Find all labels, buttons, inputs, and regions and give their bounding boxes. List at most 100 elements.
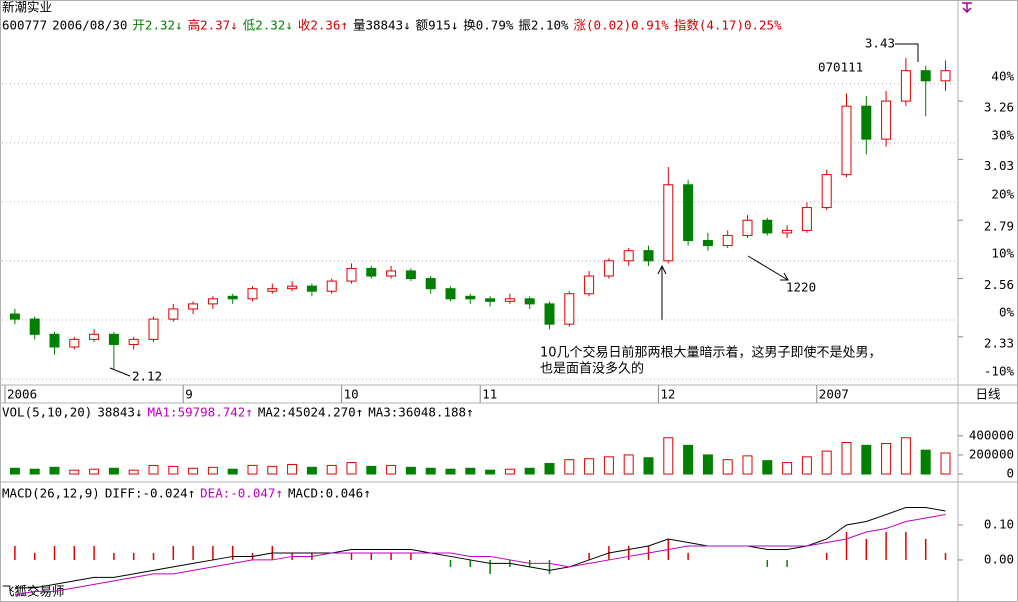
candle-body (386, 270, 397, 277)
y-tick-label: 3.26 (984, 100, 1014, 115)
y2-tick-label: 10% (991, 245, 1014, 260)
volume-bar (207, 466, 218, 475)
candle-body (900, 70, 911, 102)
candle-body (504, 298, 515, 302)
candle-body (306, 285, 317, 292)
candle-body (89, 333, 100, 340)
scroll-icon[interactable] (962, 2, 972, 14)
candle-body (841, 105, 852, 176)
volume-bar (603, 456, 614, 475)
y-tick-label: 3.03 (984, 158, 1014, 173)
legend-item: DEA:-0.047↑ (200, 486, 283, 501)
volume-bar (405, 466, 416, 475)
candle-body (821, 174, 832, 209)
candle-body (128, 338, 139, 345)
candle-body (465, 295, 476, 300)
volume-bar (188, 467, 199, 475)
candle-body (346, 267, 357, 282)
candle-body (801, 207, 812, 231)
legend-item: 开2.32↓ (132, 18, 182, 33)
candle-body (425, 278, 436, 290)
volume-bar (841, 442, 852, 475)
annotation: 也是面首没多久的 (540, 361, 644, 377)
candle-body (564, 293, 575, 325)
candle-body (524, 298, 535, 305)
volume-bar (900, 437, 911, 475)
legend-item: 振2.10% (518, 18, 569, 33)
volume-bar (623, 454, 634, 475)
y-tick-label: 2.79 (984, 219, 1014, 234)
candle-body (782, 229, 793, 234)
period-label: 日线 (975, 387, 1001, 402)
volume-bar (148, 464, 159, 475)
candle-body (366, 267, 377, 277)
legend-item: 量38843↓ (353, 18, 411, 33)
candle-body (207, 298, 218, 305)
legend-item: 2006/08/30 (52, 18, 127, 33)
y-tick-label: 2.33 (984, 335, 1014, 350)
candle-body (445, 288, 456, 300)
annotation-arrow (747, 255, 789, 281)
candle-body (49, 333, 60, 348)
legend-item: MA3:36048.188↑ (368, 405, 473, 420)
volume-bar (782, 462, 793, 475)
candle-body (168, 308, 179, 320)
candle-body (287, 285, 298, 290)
annotation: 3.43 (865, 36, 895, 51)
legend-item: MACD:0.046↑ (288, 486, 371, 501)
volume-bar (762, 460, 773, 475)
y-tick-label: 0.00 (984, 551, 1014, 566)
x-tick-label: 10 (344, 387, 359, 402)
candle-body (940, 70, 951, 82)
volume-bar (584, 458, 595, 475)
x-tick-label: 11 (482, 387, 497, 402)
candle-body (920, 70, 931, 82)
candle-body (247, 288, 258, 300)
volume-bar (29, 468, 40, 475)
candle-body (623, 250, 634, 262)
annotation: 1220 (786, 280, 816, 295)
legend-item: 收2.36↑ (298, 18, 348, 33)
candle-body (702, 240, 713, 247)
y-tick-label: 0 (1006, 466, 1014, 481)
volume-bar (425, 467, 436, 475)
y-tick-label: 2.56 (984, 277, 1014, 292)
y2-tick-label: -10% (984, 364, 1015, 379)
legend-item: VOL(5,10,20) (2, 405, 92, 420)
volume-bar (366, 465, 377, 475)
candle-body (663, 184, 674, 262)
candle-body (742, 219, 753, 236)
legend-item: DIFF:-0.024↑ (105, 486, 195, 501)
candle-body (603, 260, 614, 277)
volume-bar (168, 465, 179, 475)
volume-bar (247, 464, 258, 475)
stock-name: 新潮实业 (2, 0, 52, 15)
volume-bar (821, 450, 832, 475)
candle-body (69, 338, 80, 348)
volume-bar (683, 444, 694, 475)
volume-bar (643, 457, 654, 475)
candle-body (485, 298, 496, 302)
y-tick-label: 400000 (969, 427, 1014, 442)
volume-bar (108, 467, 119, 475)
legend-item: 额915↓ (416, 18, 459, 33)
volume-bar (306, 466, 317, 475)
annotation: 10几个交易日前那两根大量暗示着，这男子即使不是处男， (540, 345, 882, 361)
x-tick-label: 9 (185, 387, 193, 402)
candle-body (326, 280, 337, 292)
legend-item: MA2:45024.270↑ (258, 405, 363, 420)
y-tick-label: 200000 (969, 446, 1014, 461)
candle-body (762, 219, 773, 234)
volume-bar (564, 459, 575, 475)
candle-body (9, 313, 20, 320)
volume-bar (485, 469, 496, 475)
legend-item: 600777 (2, 18, 47, 33)
volume-bar (386, 464, 397, 475)
candle-body (188, 303, 199, 310)
annotation-leader (109, 367, 131, 377)
legend-item: 38843↓ (97, 405, 142, 420)
volume-bar (940, 452, 951, 475)
candle-body (29, 318, 40, 335)
volume-bar (504, 468, 515, 475)
